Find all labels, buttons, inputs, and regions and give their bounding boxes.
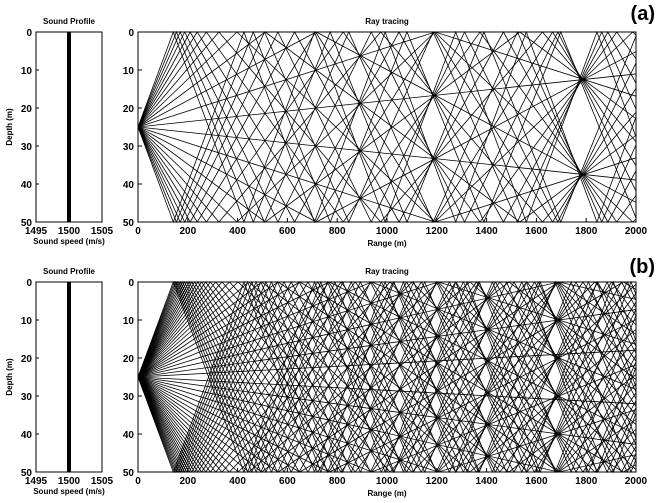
ray-path — [137, 280, 637, 474]
y-tick-label: 0 — [26, 28, 32, 39]
panel-a-sound-profile-yticks: 0 10 20 30 40 50 — [21, 28, 39, 229]
x-tick-label: 1200 — [426, 226, 449, 237]
x-tick-label: 1495 — [25, 476, 48, 487]
y-tick-label: 40 — [21, 430, 33, 441]
y-tick-label: 10 — [123, 66, 135, 77]
x-tick-label: 1505 — [91, 226, 114, 237]
panel-b-sound-profile-title: Sound Profile — [43, 267, 96, 276]
ray-path — [137, 73, 637, 128]
x-tick-label: 0 — [135, 226, 141, 237]
x-tick-label: 2000 — [625, 226, 648, 237]
x-tick-label: 600 — [279, 476, 296, 487]
x-tick-label: 1400 — [475, 226, 498, 237]
y-tick-label: 30 — [21, 392, 33, 403]
y-tick-label: 40 — [123, 180, 135, 191]
y-tick-label: 20 — [123, 354, 135, 365]
x-tick-label: 1000 — [376, 226, 399, 237]
y-tick-label: 0 — [128, 278, 134, 289]
x-tick-label: 1200 — [426, 476, 449, 487]
x-tick-label: 1600 — [525, 226, 548, 237]
x-tick-label: 1505 — [91, 476, 114, 487]
panel-a-sound-profile-ylabel: Depth (m) — [5, 108, 14, 146]
panel-a-label: (a) — [631, 3, 655, 25]
panel-a-ray-tracing-yticks: 0 10 20 30 40 50 — [123, 28, 142, 229]
panel-b-label: (b) — [629, 256, 655, 278]
x-tick-label: 1800 — [575, 226, 598, 237]
panel-b-sound-profile-ylabel: Depth (m) — [5, 358, 14, 396]
panel-a: (a) Sound Profile 0 10 20 30 40 50 1495 1500 15… — [5, 3, 655, 248]
panel-b-ray-tracing-xticks: 0 200 400 600 800 1000 1200 1400 1600 1800 2000 — [135, 468, 648, 487]
panel-a-sound-profile-xticks: 1495 1500 1505 — [25, 219, 114, 237]
x-tick-label: 1800 — [575, 476, 598, 487]
x-tick-label: 800 — [329, 476, 346, 487]
panel-a-sound-profile-xlabel: Sound speed (m/s) — [33, 237, 105, 246]
x-tick-label: 2000 — [625, 476, 648, 487]
y-tick-label: 50 — [123, 468, 135, 479]
y-tick-label: 30 — [123, 392, 135, 403]
x-tick-label: 1000 — [376, 476, 399, 487]
x-tick-label: 1400 — [475, 476, 498, 487]
ray-path — [137, 281, 637, 473]
panel-b-sound-profile-xlabel: Sound speed (m/s) — [33, 487, 105, 496]
ray-path — [137, 31, 637, 223]
x-tick-label: 1495 — [25, 226, 48, 237]
x-tick-label: 1500 — [58, 476, 81, 487]
x-tick-label: 400 — [229, 476, 246, 487]
panel-b-ray-tracing-title: Ray tracing — [365, 267, 409, 276]
panel-a-sound-profile: Sound Profile 0 10 20 30 40 50 1495 1500 1505 S… — [5, 17, 114, 246]
ray-path — [137, 126, 637, 181]
panel-b-sound-profile-yticks: 0 10 20 30 40 50 — [21, 278, 39, 479]
y-tick-label: 40 — [123, 430, 135, 441]
y-tick-label: 20 — [21, 354, 33, 365]
y-tick-label: 0 — [26, 278, 32, 289]
ray-path — [137, 376, 637, 445]
panel-a-sound-profile-title: Sound Profile — [43, 17, 96, 26]
panel-a-ray-tracing-xlabel: Range (m) — [367, 239, 406, 248]
x-tick-label: 200 — [179, 226, 196, 237]
panel-b-ray-tracing-xlabel: Range (m) — [367, 489, 406, 498]
ray-path — [137, 281, 637, 473]
ray-path — [137, 281, 637, 473]
x-tick-label: 600 — [279, 226, 296, 237]
y-tick-label: 10 — [123, 316, 135, 327]
ray-path — [137, 280, 637, 474]
panel-b-sound-profile: Sound Profile 0 10 20 30 40 50 1495 1500 1505 S… — [5, 267, 114, 496]
panel-b-sound-profile-xticks: 1495 1500 1505 — [25, 469, 114, 487]
panel-a-ray-tracing-xticks: 0 200 400 600 800 1000 1200 1400 1600 1800 2000 — [135, 218, 648, 237]
y-tick-label: 0 — [128, 28, 134, 39]
panel-a-ray-tracing: Ray tracing 0 10 20 30 40 50 0 200 400 600 800 100… — [123, 17, 648, 248]
x-tick-label: 1500 — [58, 226, 81, 237]
y-tick-label: 10 — [21, 66, 33, 77]
ray-path — [137, 281, 637, 473]
x-tick-label: 200 — [179, 476, 196, 487]
panel-a-ray-tracing-title: Ray tracing — [365, 17, 409, 26]
x-tick-label: 400 — [229, 226, 246, 237]
y-tick-label: 30 — [21, 142, 33, 153]
y-tick-label: 50 — [21, 218, 33, 229]
ray-path — [137, 30, 637, 224]
panel-b-ray-tracing-yticks: 0 10 20 30 40 50 — [123, 278, 142, 479]
ray-path — [137, 31, 637, 223]
y-tick-label: 50 — [21, 468, 33, 479]
y-tick-label: 20 — [21, 104, 33, 115]
panel-b: (b) Sound Profile 0 10 20 30 40 50 1495 1500 15… — [5, 256, 655, 498]
x-tick-label: 1600 — [525, 476, 548, 487]
y-tick-label: 20 — [123, 104, 135, 115]
panel-b-ray-tracing: Ray tracing 0 10 20 30 40 50 0 200 400 600 800 100… — [123, 267, 648, 498]
x-tick-label: 0 — [135, 476, 141, 487]
y-tick-label: 30 — [123, 142, 135, 153]
x-tick-label: 800 — [329, 226, 346, 237]
y-tick-label: 10 — [21, 316, 33, 327]
y-tick-label: 50 — [123, 218, 135, 229]
y-tick-label: 40 — [21, 180, 33, 191]
